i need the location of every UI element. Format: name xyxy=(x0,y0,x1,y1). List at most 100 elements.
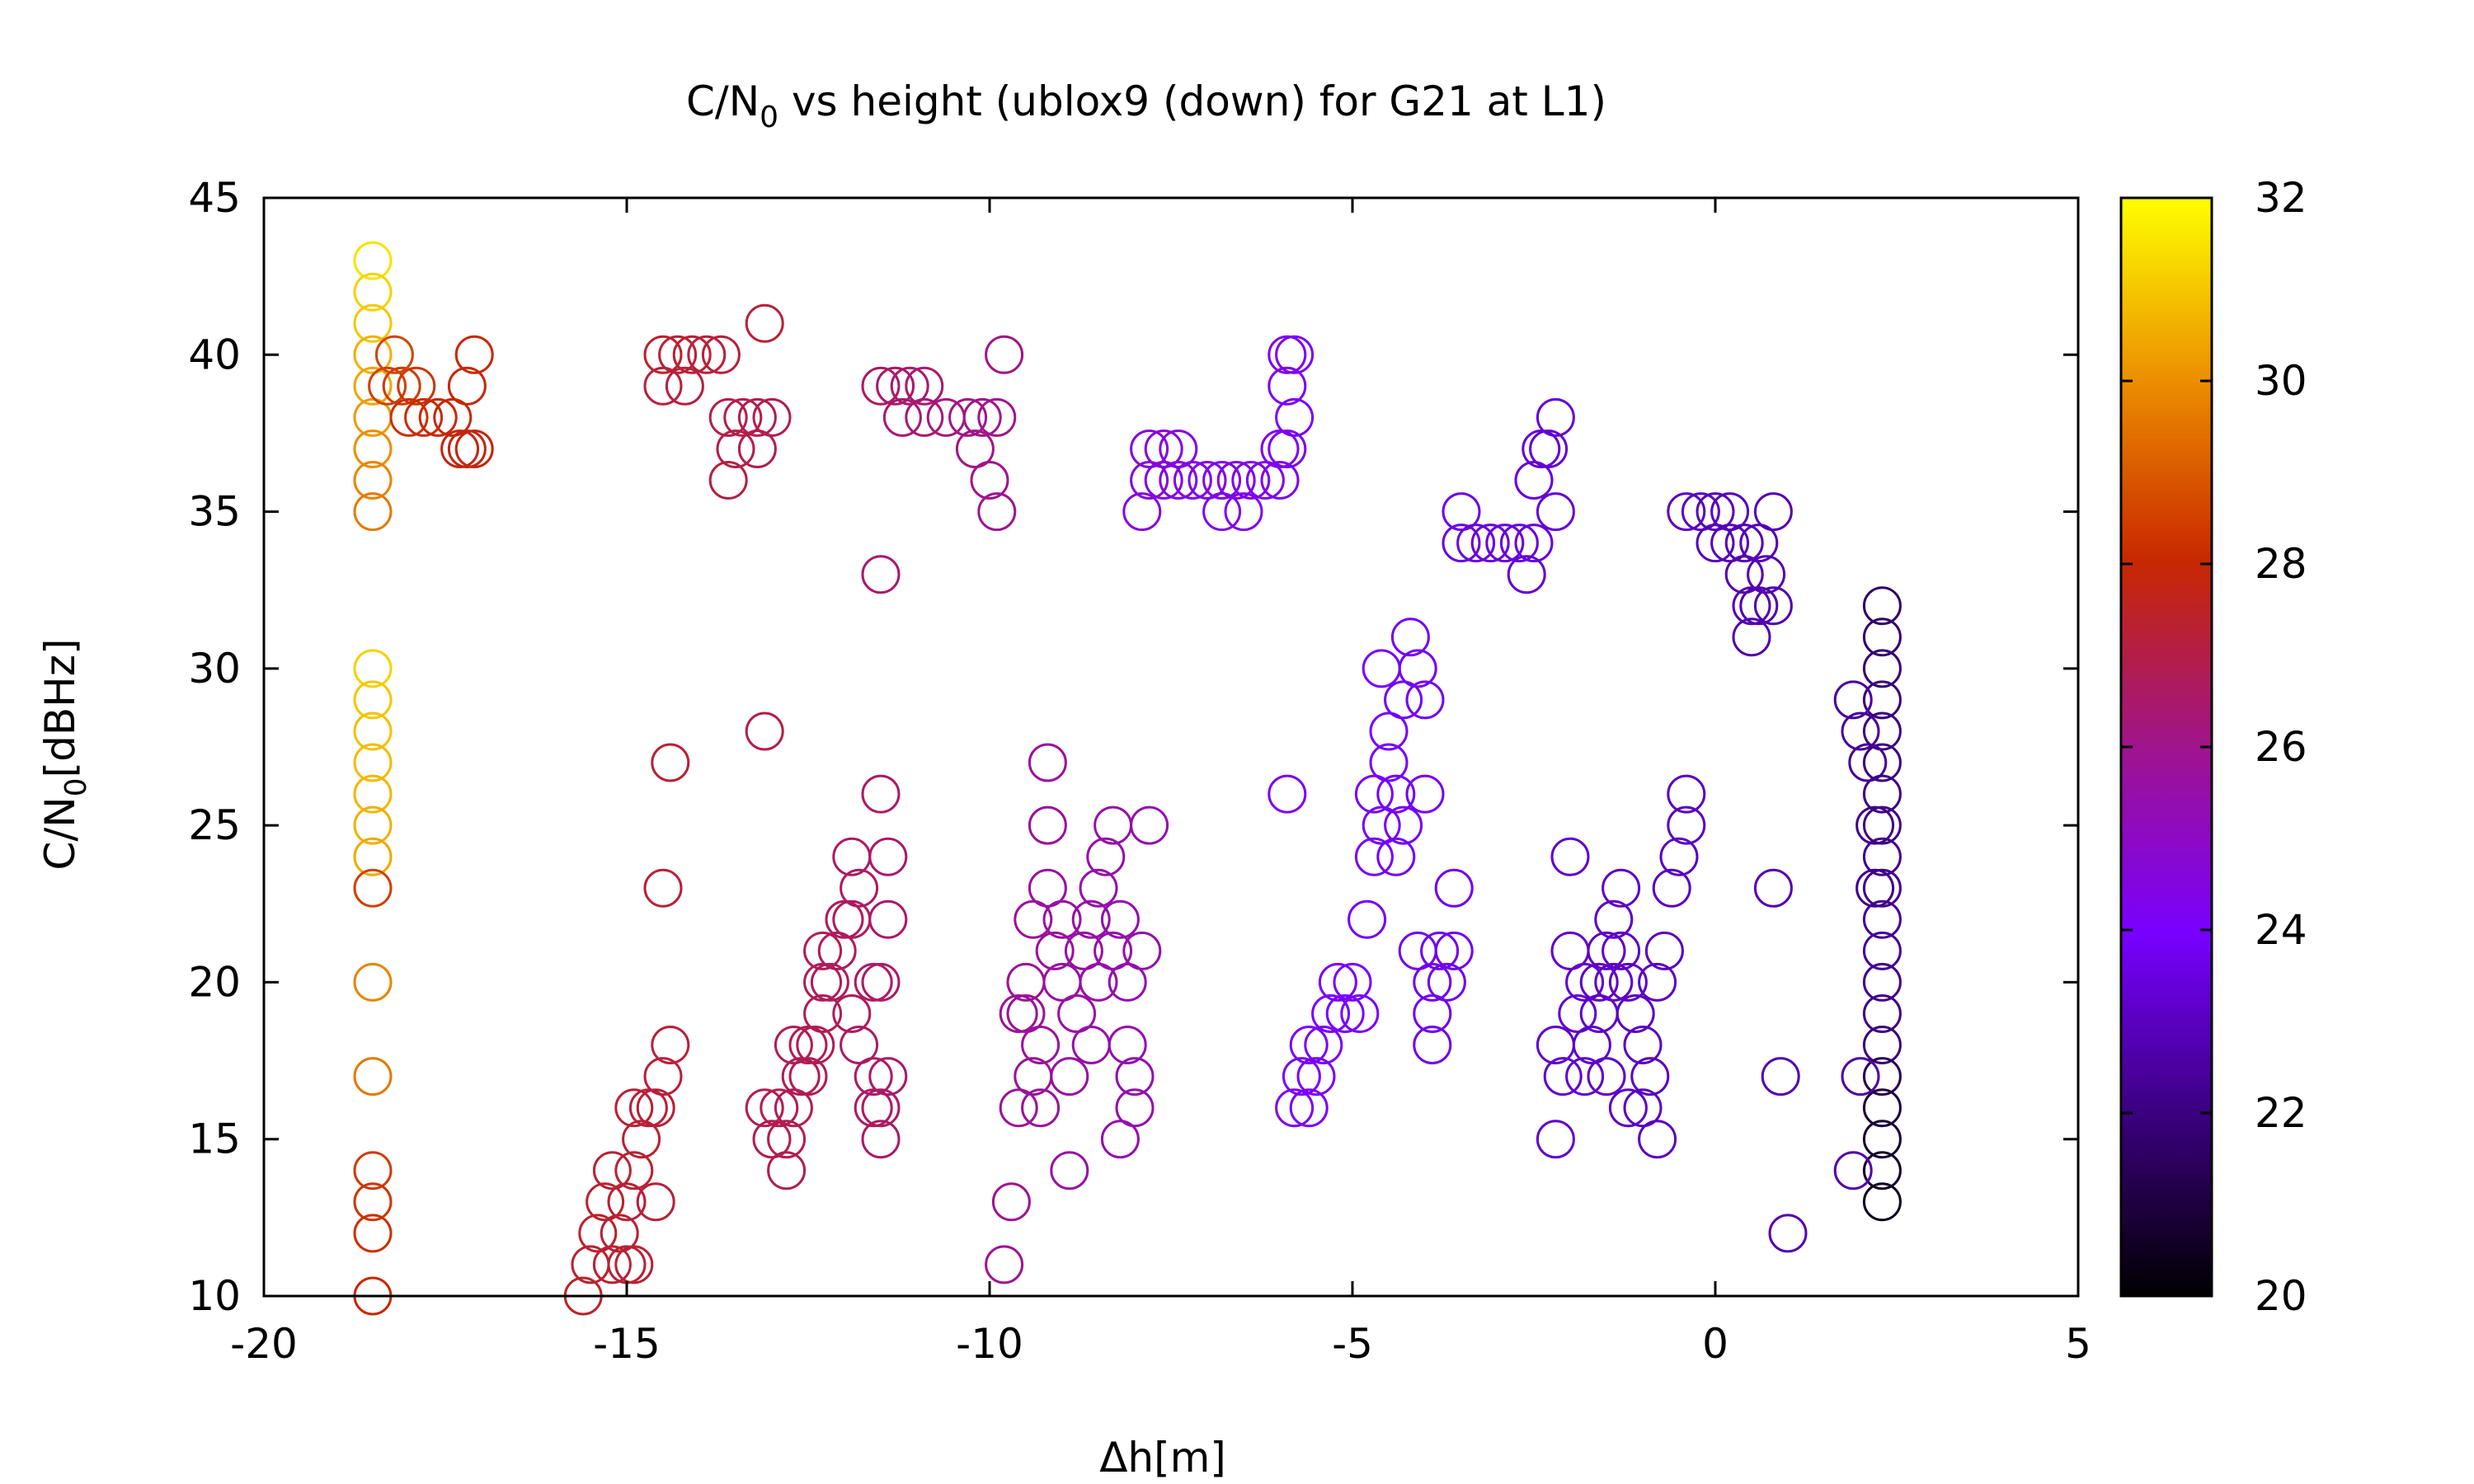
colorbar-tick-label: 32 xyxy=(2255,174,2307,222)
data-point xyxy=(948,397,988,437)
data-point xyxy=(353,774,393,814)
data-point xyxy=(1724,555,1764,594)
data-point xyxy=(999,994,1038,1033)
data-point xyxy=(962,397,1002,437)
data-point xyxy=(353,335,393,374)
data-point xyxy=(353,366,393,406)
data-point xyxy=(454,335,494,374)
data-point xyxy=(1260,430,1300,468)
data-point xyxy=(1862,868,1902,908)
data-point xyxy=(737,430,777,468)
data-point xyxy=(1536,397,1575,437)
data-point xyxy=(368,366,407,406)
data-point xyxy=(854,1088,893,1128)
data-point xyxy=(1289,1026,1329,1064)
data-point xyxy=(723,397,763,437)
data-point xyxy=(1369,743,1409,782)
data-point xyxy=(592,1245,632,1284)
data-point xyxy=(868,837,908,876)
data-point xyxy=(1623,1088,1663,1128)
data-point xyxy=(636,1182,675,1222)
data-point xyxy=(643,868,683,908)
data-point xyxy=(1144,461,1183,500)
data-point xyxy=(1514,524,1554,563)
data-point xyxy=(353,649,393,688)
data-point xyxy=(1282,1057,1321,1097)
data-point xyxy=(1529,430,1569,468)
colorbar-axis: 20 22 24 26 28 30 32 xyxy=(2121,174,2307,1320)
data-point xyxy=(1413,962,1452,1002)
data-point xyxy=(353,461,393,500)
colorbar-tick-label: 22 xyxy=(2255,1089,2307,1137)
y-tick-label: 20 xyxy=(188,958,241,1006)
data-point xyxy=(716,430,755,468)
data-point xyxy=(1100,899,1140,939)
data-point xyxy=(1159,430,1198,468)
data-point xyxy=(1173,461,1212,500)
data-point xyxy=(1028,868,1067,908)
data-point xyxy=(1536,492,1575,532)
data-point xyxy=(1071,899,1111,939)
data-point xyxy=(882,397,922,437)
data-point xyxy=(1325,994,1365,1033)
data-point xyxy=(628,1088,668,1128)
data-point xyxy=(1275,397,1315,437)
data-point xyxy=(1115,1057,1155,1097)
data-point xyxy=(1608,962,1648,1002)
data-point xyxy=(840,868,879,908)
data-point xyxy=(1108,962,1147,1002)
data-point xyxy=(397,366,436,406)
data-point xyxy=(970,461,1009,500)
data-point xyxy=(658,335,698,374)
data-point xyxy=(353,868,393,908)
data-point xyxy=(353,680,393,720)
x-tick-label: 5 xyxy=(2065,1320,2091,1368)
data-point xyxy=(1862,931,1902,970)
data-point xyxy=(1667,805,1706,845)
data-point xyxy=(890,366,929,406)
data-point xyxy=(1456,524,1496,563)
data-point xyxy=(1398,649,1437,688)
data-point xyxy=(614,1245,654,1284)
data-point xyxy=(1499,524,1539,563)
data-point xyxy=(1100,1120,1140,1159)
y-axis-label: C/N0[dBHz] xyxy=(36,639,93,871)
data-point xyxy=(1724,524,1764,563)
data-point xyxy=(1862,962,1902,1002)
data-point xyxy=(353,962,393,1002)
data-point xyxy=(1021,1026,1061,1064)
data-point xyxy=(1442,492,1481,532)
data-point xyxy=(614,1151,654,1190)
data-point xyxy=(1340,994,1380,1033)
data-point xyxy=(1565,1057,1605,1097)
data-point xyxy=(767,1120,807,1159)
data-point xyxy=(905,397,944,437)
data-point xyxy=(752,1120,792,1159)
data-point xyxy=(1630,1057,1670,1097)
data-point xyxy=(353,1057,393,1097)
data-point xyxy=(1086,837,1126,876)
data-point xyxy=(708,397,748,437)
data-point xyxy=(389,397,429,437)
data-point xyxy=(636,1088,675,1128)
data-point xyxy=(861,1120,901,1159)
data-point xyxy=(1522,430,1561,468)
data-point xyxy=(1862,680,1902,720)
data-point xyxy=(353,492,393,532)
data-point xyxy=(1369,711,1409,751)
data-point xyxy=(1268,335,1307,374)
data-point xyxy=(353,1214,393,1253)
data-point xyxy=(1245,461,1285,500)
data-point xyxy=(1122,931,1162,970)
data-point xyxy=(760,1088,799,1128)
data-point xyxy=(1862,899,1902,939)
data-point xyxy=(1579,962,1619,1002)
data-point xyxy=(1275,1088,1315,1128)
data-point xyxy=(1405,774,1445,814)
data-point xyxy=(1862,1026,1902,1064)
data-point xyxy=(1862,743,1902,782)
data-point xyxy=(1862,774,1902,814)
data-point xyxy=(440,430,480,468)
data-point xyxy=(1848,743,1888,782)
data-point xyxy=(774,1026,813,1064)
